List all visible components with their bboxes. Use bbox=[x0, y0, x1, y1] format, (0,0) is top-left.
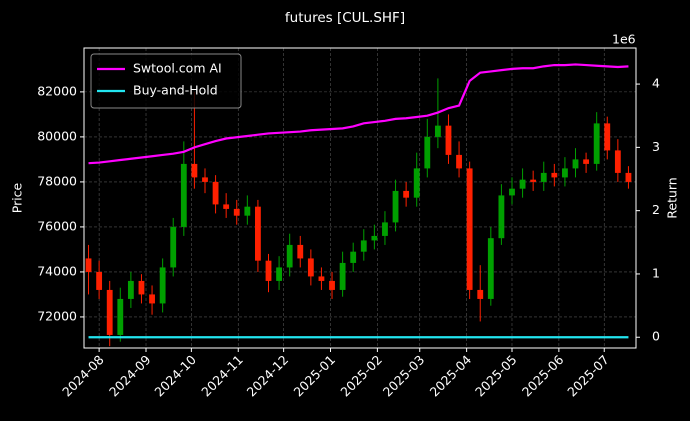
y-axis-label: Price bbox=[10, 182, 25, 213]
candle-body bbox=[180, 163, 187, 227]
y2-tick-label: 2 bbox=[652, 202, 660, 217]
candle-body bbox=[117, 298, 124, 335]
x-tick-label: 2024-12 bbox=[244, 352, 292, 400]
chart-title: futures [CUL.SHF] bbox=[285, 10, 405, 26]
candle-body bbox=[593, 123, 600, 164]
candle-body bbox=[498, 195, 505, 239]
candle-body bbox=[551, 172, 558, 178]
candle-body bbox=[255, 206, 261, 261]
y2-tick-label: 4 bbox=[652, 76, 660, 91]
x-tick-label: 2025-01 bbox=[291, 352, 339, 400]
candle-body bbox=[466, 168, 473, 290]
candle-body bbox=[350, 251, 357, 263]
y-tick-label: 76000 bbox=[37, 218, 77, 233]
x-tick-label: 2025-05 bbox=[472, 352, 520, 400]
candle-body bbox=[202, 177, 208, 182]
x-tick-label: 2025-02 bbox=[337, 352, 385, 400]
candle-body bbox=[223, 204, 230, 209]
candle-body bbox=[456, 154, 462, 169]
candle-body bbox=[382, 222, 388, 236]
y2-tick-label: 0 bbox=[652, 329, 660, 344]
candle-body bbox=[191, 163, 198, 178]
x-tick-label: 2025-03 bbox=[380, 352, 428, 400]
candle-body bbox=[625, 172, 632, 182]
y2-tick-label: 1 bbox=[652, 265, 660, 280]
x-tick-label: 2024-08 bbox=[59, 352, 107, 400]
candle-body bbox=[371, 235, 378, 241]
candle-body bbox=[159, 267, 166, 304]
y-tick-label: 72000 bbox=[37, 308, 77, 323]
y-tick-label: 82000 bbox=[37, 83, 77, 98]
candle-body bbox=[519, 179, 526, 189]
candle-body bbox=[329, 280, 335, 290]
x-tick-label: 2024-11 bbox=[198, 352, 246, 400]
candle-body bbox=[392, 190, 399, 223]
candle-body bbox=[445, 125, 452, 155]
y2-axis-label: Return bbox=[665, 177, 680, 218]
candle-body bbox=[562, 168, 568, 178]
candle-body bbox=[487, 238, 494, 299]
candle-body bbox=[339, 262, 346, 290]
candle-body bbox=[424, 136, 431, 169]
candle-body bbox=[583, 159, 590, 164]
y2-tick-label: 3 bbox=[652, 139, 660, 154]
candle-body bbox=[477, 289, 484, 299]
candle-body bbox=[85, 258, 92, 272]
candle-body bbox=[572, 159, 579, 169]
candle-body bbox=[233, 208, 240, 216]
plot-frame bbox=[83, 47, 637, 349]
candle-body bbox=[604, 123, 611, 151]
candle-body bbox=[127, 280, 134, 299]
candle-body bbox=[244, 206, 251, 216]
legend-box bbox=[90, 53, 242, 109]
candle-body bbox=[286, 244, 293, 268]
legend-label: Swtool.com AI bbox=[133, 61, 222, 76]
candle-body bbox=[265, 260, 272, 281]
candle-body bbox=[360, 240, 367, 252]
candle-body bbox=[540, 172, 547, 182]
x-tick-label: 2025-07 bbox=[564, 352, 612, 400]
series-line bbox=[88, 63, 629, 165]
y-tick-label: 80000 bbox=[37, 128, 77, 143]
x-tick-label: 2025-04 bbox=[427, 352, 475, 400]
candle-body bbox=[170, 226, 177, 268]
candle-body bbox=[149, 294, 155, 304]
legend-label: Buy-and-Hold bbox=[133, 83, 218, 98]
candle-body bbox=[138, 280, 145, 295]
x-tick-label: 2024-09 bbox=[106, 352, 154, 400]
x-tick-label: 2025-06 bbox=[519, 352, 567, 400]
y2-scale-label: 1e6 bbox=[612, 32, 636, 47]
candle-body bbox=[106, 289, 113, 335]
candle-body bbox=[318, 276, 325, 281]
candle-body bbox=[307, 258, 314, 277]
y-tick-label: 74000 bbox=[37, 263, 77, 278]
candle-body bbox=[276, 267, 283, 281]
candle-body bbox=[614, 150, 621, 173]
candle-body bbox=[434, 125, 441, 137]
candle-body bbox=[413, 168, 420, 198]
y-tick-label: 78000 bbox=[37, 173, 77, 188]
candle-body bbox=[297, 244, 304, 259]
candle-body bbox=[403, 190, 410, 198]
x-tick-label: 2024-10 bbox=[151, 352, 199, 400]
candle-body bbox=[212, 181, 219, 205]
candle-body bbox=[530, 179, 537, 182]
candle-body bbox=[509, 188, 515, 196]
candle-body bbox=[96, 271, 103, 290]
